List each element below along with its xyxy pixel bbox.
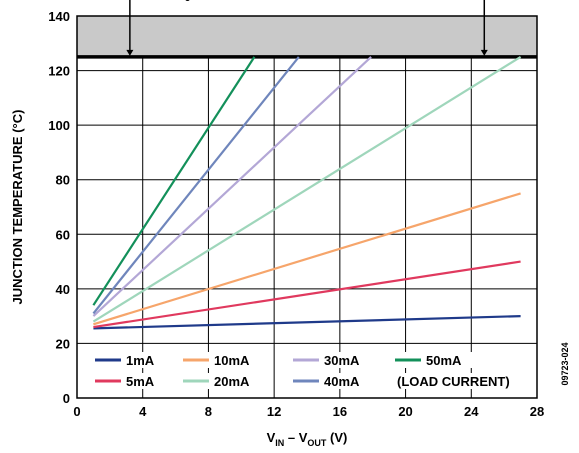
figure-id: 09723-024 (560, 342, 570, 385)
max-tj-rest: (DO NOT OPERATE ABOVE THIS POINT) (191, 0, 475, 1)
legend-bg (290, 352, 380, 368)
x-tick-label: 24 (464, 404, 479, 419)
legend-note-bg (392, 373, 532, 389)
max-tj-text: MAX TJ (DO NOT OPERATE ABOVE THIS POINT) (140, 0, 474, 4)
grid (77, 56, 537, 398)
series-line-50ma (92, 56, 256, 306)
series-line-40ma (92, 56, 300, 315)
legend-bg (392, 352, 482, 368)
legend-bg (180, 352, 270, 368)
y-tick-label: 100 (48, 118, 70, 133)
y-tick-label: 60 (56, 227, 70, 242)
series-line-5ma (93, 260, 521, 329)
max-tj-main: MAX T (140, 0, 185, 1)
series-line-30ma (92, 56, 372, 317)
x-axis-title-main: V (267, 430, 276, 445)
left-bracket-arrow (126, 0, 134, 56)
max-tj-band (77, 16, 537, 59)
y-tick-label: 0 (63, 391, 70, 406)
limit-band-fill (77, 16, 537, 57)
x-axis-title-sub1: IN (275, 438, 284, 448)
x-tick-label: 0 (73, 404, 80, 419)
legend: 1mA 10mA 30mA 50mA 5mA 20mA 40mA (LOAD CURRENT) (92, 352, 532, 389)
x-axis-title-end: (V) (326, 430, 347, 445)
x-tick-label: 8 (205, 404, 212, 419)
x-tick-label: 20 (398, 404, 412, 419)
legend-bg (290, 373, 380, 389)
x-axis-title-sub2: OUT (307, 438, 327, 448)
x-axis-title: VIN – VOUT (V) (267, 430, 348, 448)
y-tick-label: 140 (48, 9, 70, 24)
series-line-1ma (93, 315, 521, 330)
legend-note: (LOAD CURRENT) (397, 374, 510, 389)
x-tick-label: 16 (333, 404, 347, 419)
plot-frame (76, 15, 538, 399)
legend-label-10ma: 10mA (214, 353, 250, 368)
legend-label-1ma: 1mA (126, 353, 155, 368)
legend-bg (92, 373, 182, 389)
y-tick-label: 20 (56, 336, 70, 351)
y-tick-label: 40 (56, 282, 70, 297)
max-tj-sub: J (185, 0, 191, 4)
right-bracket-arrow (480, 0, 488, 56)
tick-labels: 0 4 8 12 16 20 24 28 0 20 40 60 80 100 120 140 (48, 9, 544, 419)
series-lines (92, 55, 522, 330)
series-line-10ma (93, 192, 521, 326)
legend-label-30ma: 30mA (324, 353, 360, 368)
legend-label-5ma: 5mA (126, 374, 155, 389)
legend-bg (92, 352, 182, 368)
legend-label-20ma: 20mA (214, 374, 250, 389)
max-tj-label: MAX TJ (DO NOT OPERATE ABOVE THIS POINT) (126, 0, 488, 56)
x-tick-label: 12 (267, 404, 281, 419)
y-tick-label: 120 (48, 64, 70, 79)
legend-label-50ma: 50mA (426, 353, 462, 368)
x-tick-label: 28 (530, 404, 544, 419)
y-tick-label: 80 (56, 173, 70, 188)
x-axis-title-mid: – V (284, 430, 307, 445)
y-axis-title: JUNCTION TEMPERATURE (°C) (10, 110, 25, 305)
series-line-20ma (92, 55, 522, 323)
legend-label-40ma: 40mA (324, 374, 360, 389)
legend-bg (180, 373, 270, 389)
x-tick-label: 4 (139, 404, 147, 419)
